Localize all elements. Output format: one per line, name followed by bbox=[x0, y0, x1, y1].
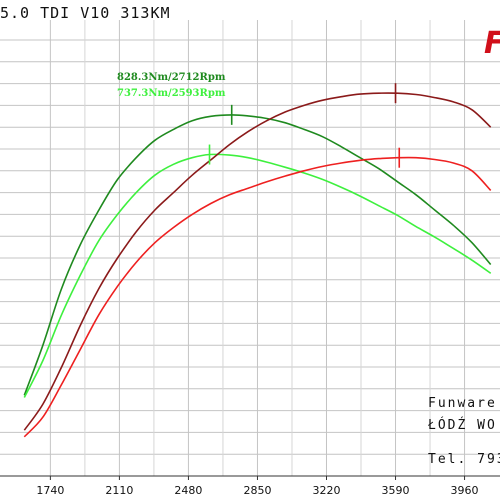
peak-markers bbox=[208, 83, 401, 168]
chart-annotations: 828.3Nm/2712Rpm 737.3Nm/2593Rpm bbox=[117, 72, 226, 99]
x-tick-label: 2850 bbox=[243, 484, 271, 497]
series-line-tuned-torque bbox=[23, 114, 492, 396]
x-tick-label: 3960 bbox=[451, 484, 479, 497]
x-tick-label: 3220 bbox=[312, 484, 340, 497]
company-location: ŁÓDŹ WO bbox=[428, 418, 497, 433]
company-phone: Tel. 793 bbox=[428, 452, 500, 467]
x-tick-label: 2480 bbox=[174, 484, 202, 497]
x-tick-label: 3590 bbox=[382, 484, 410, 497]
peak-annotation-label: 828.3Nm/2712Rpm bbox=[117, 72, 226, 83]
chart-grid bbox=[0, 20, 500, 477]
series-line-tuned-power bbox=[23, 92, 492, 431]
peak-annotation-label: 737.3Nm/2593Rpm bbox=[117, 88, 226, 99]
chart-series bbox=[23, 92, 492, 438]
series-line-stock-power bbox=[23, 156, 492, 438]
series-line-stock-torque bbox=[23, 153, 492, 398]
x-tick-label: 2110 bbox=[105, 484, 133, 497]
x-tick-label: 1740 bbox=[36, 484, 64, 497]
brand-logo: F bbox=[484, 26, 500, 61]
company-name: Funware bbox=[428, 396, 497, 411]
x-axis-ticks: 1740 2110 2480 2850 3220 3590 3960 bbox=[36, 476, 479, 497]
chart-title: 5.0 TDI V10 313KM bbox=[0, 4, 171, 22]
